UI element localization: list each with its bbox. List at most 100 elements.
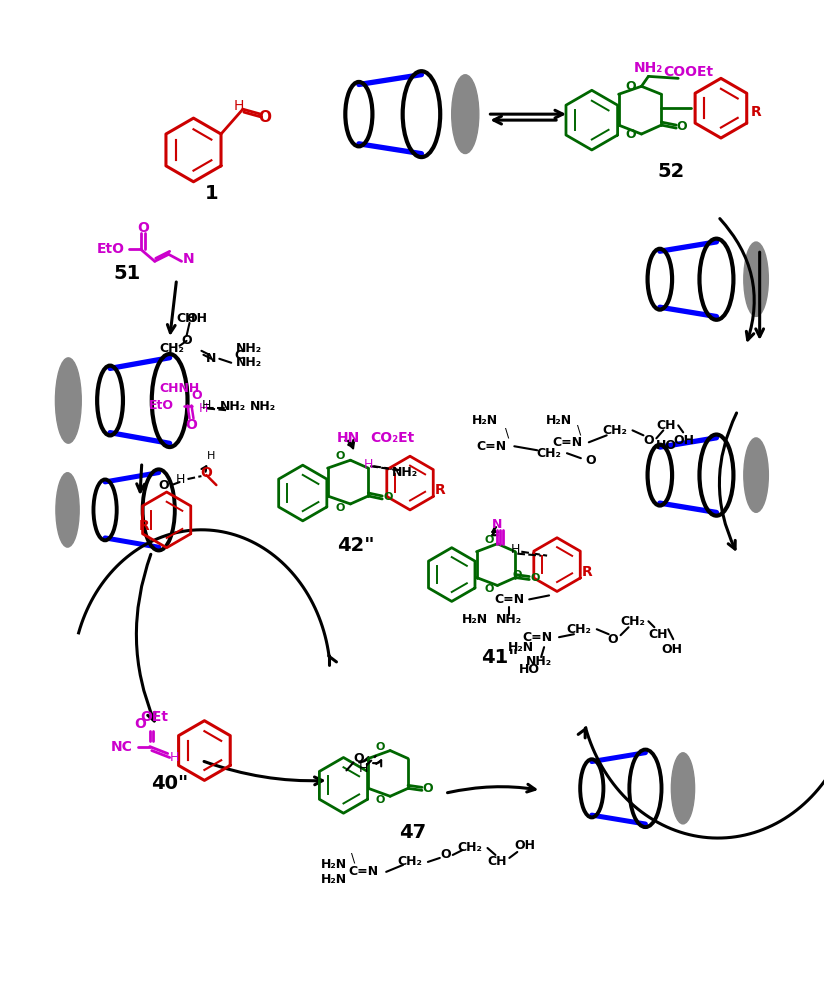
Ellipse shape xyxy=(743,242,768,316)
FancyArrowPatch shape xyxy=(490,111,562,118)
Text: OH: OH xyxy=(662,642,683,656)
Text: O: O xyxy=(159,478,169,492)
Text: \: \ xyxy=(505,427,509,440)
Ellipse shape xyxy=(700,435,734,516)
Ellipse shape xyxy=(56,472,79,547)
Text: CH₂: CH₂ xyxy=(566,622,591,635)
Text: O: O xyxy=(353,752,364,765)
Ellipse shape xyxy=(743,438,768,513)
Text: O: O xyxy=(384,492,393,502)
Text: NH₂: NH₂ xyxy=(526,655,552,668)
FancyArrowPatch shape xyxy=(373,760,381,767)
Text: H₂N: H₂N xyxy=(546,414,572,427)
Text: H: H xyxy=(202,399,211,412)
FancyArrowPatch shape xyxy=(756,252,763,337)
Text: 1: 1 xyxy=(204,184,218,204)
Ellipse shape xyxy=(403,71,440,157)
Text: NH₂: NH₂ xyxy=(392,465,418,478)
Text: H: H xyxy=(198,402,208,415)
FancyArrowPatch shape xyxy=(204,762,323,784)
Text: 52: 52 xyxy=(657,162,685,182)
Ellipse shape xyxy=(452,75,479,153)
FancyArrowPatch shape xyxy=(136,465,145,492)
Text: O: O xyxy=(258,110,271,124)
Text: 41": 41" xyxy=(480,647,519,667)
Text: \: \ xyxy=(351,852,356,864)
Text: COOEt: COOEt xyxy=(663,65,713,79)
Text: N: N xyxy=(206,353,217,366)
Ellipse shape xyxy=(97,366,123,436)
Text: C=N: C=N xyxy=(522,630,552,644)
Text: O: O xyxy=(485,585,495,595)
FancyArrowPatch shape xyxy=(447,784,535,792)
Text: CH: CH xyxy=(488,856,507,868)
FancyArrowPatch shape xyxy=(492,530,498,535)
FancyArrowPatch shape xyxy=(167,282,176,333)
Text: O: O xyxy=(200,466,213,480)
Text: HO: HO xyxy=(519,663,540,676)
Text: H₂N: H₂N xyxy=(321,859,347,871)
Text: O: O xyxy=(191,389,202,402)
FancyArrowPatch shape xyxy=(719,218,754,340)
Text: C=N: C=N xyxy=(476,440,506,453)
Ellipse shape xyxy=(648,249,672,309)
Ellipse shape xyxy=(142,469,174,550)
Text: C=N: C=N xyxy=(348,865,379,878)
Ellipse shape xyxy=(152,354,188,447)
Text: O: O xyxy=(375,795,385,805)
Text: C=N: C=N xyxy=(552,436,582,449)
Text: H: H xyxy=(234,99,244,114)
Text: H₂N: H₂N xyxy=(509,640,534,654)
FancyArrowPatch shape xyxy=(494,117,557,124)
Text: H: H xyxy=(510,543,520,556)
FancyArrowPatch shape xyxy=(202,466,206,472)
Text: H: H xyxy=(364,457,373,470)
FancyArrowPatch shape xyxy=(345,440,353,446)
Text: H: H xyxy=(208,452,216,461)
Text: OH: OH xyxy=(674,434,695,447)
Text: C: C xyxy=(235,350,244,363)
Text: CH: CH xyxy=(648,627,668,640)
Text: O: O xyxy=(181,334,192,348)
Text: R: R xyxy=(138,519,149,533)
FancyArrowPatch shape xyxy=(359,757,369,763)
Text: N: N xyxy=(492,519,503,532)
Text: O: O xyxy=(485,535,495,544)
Text: OH: OH xyxy=(186,312,207,325)
Text: O: O xyxy=(441,849,451,862)
Text: HN: HN xyxy=(337,432,360,446)
Text: CH: CH xyxy=(657,419,676,432)
Text: H: H xyxy=(170,751,179,764)
Text: R: R xyxy=(434,483,445,497)
Ellipse shape xyxy=(648,445,672,506)
Text: CH₂: CH₂ xyxy=(602,424,627,437)
Text: \: \ xyxy=(576,424,581,437)
Text: O: O xyxy=(607,632,618,646)
Text: NH₂: NH₂ xyxy=(633,61,663,75)
Ellipse shape xyxy=(700,239,734,320)
Ellipse shape xyxy=(672,753,695,824)
Text: O: O xyxy=(530,572,540,583)
Text: O: O xyxy=(643,434,653,447)
Text: H: H xyxy=(176,472,185,485)
Text: OEt: OEt xyxy=(141,709,169,724)
Ellipse shape xyxy=(346,82,372,146)
Text: 51: 51 xyxy=(113,264,141,283)
Text: NH₂: NH₂ xyxy=(220,400,246,413)
Text: O: O xyxy=(513,569,522,580)
Ellipse shape xyxy=(93,479,117,540)
Text: CH₂: CH₂ xyxy=(398,856,423,868)
Text: OH: OH xyxy=(514,839,536,852)
Text: O: O xyxy=(625,80,636,93)
Text: O: O xyxy=(185,418,198,433)
Text: CH₂: CH₂ xyxy=(537,447,562,459)
Text: R: R xyxy=(750,105,761,120)
Text: O: O xyxy=(336,452,345,461)
Text: H₂N: H₂N xyxy=(321,873,347,886)
FancyArrowPatch shape xyxy=(348,443,354,449)
Text: NH₂: NH₂ xyxy=(236,342,262,356)
FancyArrowPatch shape xyxy=(492,528,499,533)
FancyArrowPatch shape xyxy=(719,413,737,549)
Text: O: O xyxy=(625,127,636,140)
Text: H: H xyxy=(359,762,368,775)
